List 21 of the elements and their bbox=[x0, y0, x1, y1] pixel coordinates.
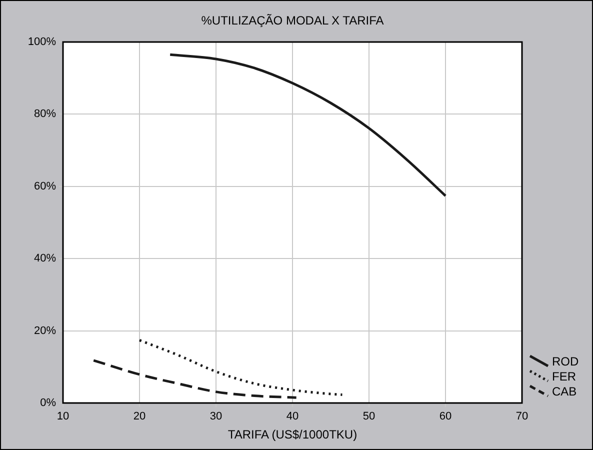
legend-label: CAB bbox=[552, 384, 577, 398]
x-tick-label: 20 bbox=[133, 410, 146, 423]
y-tick-label: 100% bbox=[28, 36, 56, 48]
x-tick-label: 40 bbox=[286, 410, 299, 423]
line-series bbox=[168, 53, 447, 198]
y-tick-label: 80% bbox=[34, 108, 56, 120]
legend-label: ROD bbox=[552, 354, 579, 368]
y-tick-label: 40% bbox=[34, 252, 56, 265]
y-tick-label: 0% bbox=[40, 397, 56, 410]
legend-label: FER bbox=[552, 369, 576, 384]
x-tick-label: 50 bbox=[362, 410, 376, 423]
x-tick-label: 60 bbox=[439, 410, 452, 423]
x-tick-label: 30 bbox=[210, 410, 222, 423]
line-series bbox=[92, 359, 298, 399]
y-tick-label: 20% bbox=[34, 324, 56, 337]
chart-title: %UTILIZAÇÃO MODAL X TARIFA bbox=[201, 13, 384, 28]
x-axis-title: TARIFA (US$/1000TKU) bbox=[228, 427, 358, 442]
x-tick-label: 70 bbox=[516, 410, 528, 423]
line-series bbox=[138, 338, 344, 396]
x-tick-label: 10 bbox=[56, 410, 70, 423]
y-tick-label: 60% bbox=[34, 180, 56, 192]
